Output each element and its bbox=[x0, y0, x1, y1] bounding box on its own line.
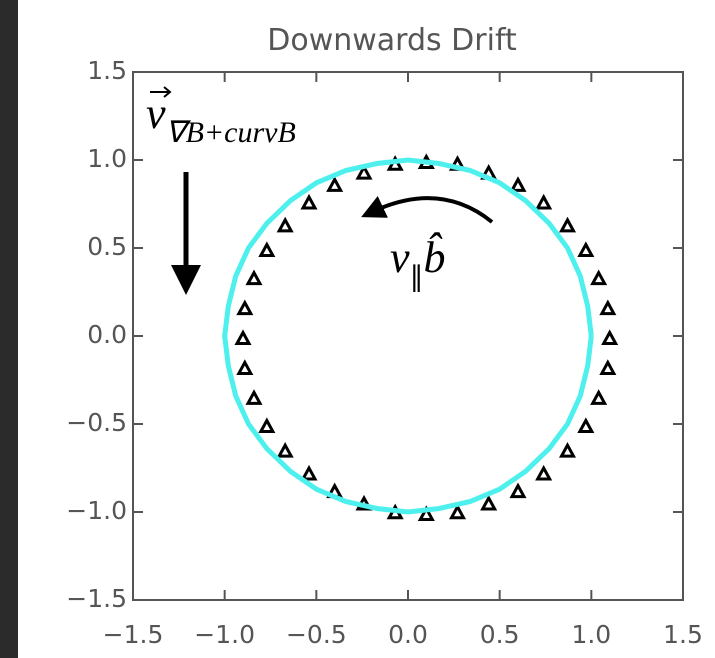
orbit-marker bbox=[535, 464, 553, 481]
parallel-unit: b̂ bbox=[424, 232, 446, 282]
orbit-marker bbox=[558, 216, 577, 233]
y-tick-label: −0.5 bbox=[66, 408, 127, 437]
drift-label: v∇B+curvB bbox=[146, 89, 296, 149]
orbit-marker bbox=[577, 241, 595, 258]
y-tick-label: 0.5 bbox=[87, 232, 127, 261]
parallel-subscript: ∥ bbox=[410, 262, 424, 293]
drift-symbol: v bbox=[146, 89, 166, 138]
chart-title: Downwards Drift bbox=[267, 23, 517, 58]
x-tick-label: 0.5 bbox=[480, 620, 520, 649]
vector-arrow bbox=[150, 86, 172, 98]
orbit-marker bbox=[558, 442, 577, 458]
orbit-marker bbox=[590, 389, 608, 405]
orbit-marker bbox=[245, 269, 263, 286]
x-tick-label: 1.0 bbox=[571, 620, 611, 649]
orbit-marker bbox=[509, 482, 527, 499]
parallel-symbol: v bbox=[390, 233, 410, 282]
orbit-marker bbox=[535, 193, 553, 210]
panel bbox=[18, 0, 715, 658]
orbit-marker bbox=[236, 359, 254, 375]
orbit-marker bbox=[590, 269, 608, 286]
orbit-marker bbox=[258, 241, 276, 258]
orbit-marker bbox=[417, 505, 435, 522]
orbit-marker bbox=[326, 176, 344, 192]
x-tick-label: −1.5 bbox=[103, 620, 164, 649]
orbit-marker bbox=[509, 176, 527, 192]
orbit-marker bbox=[355, 163, 373, 180]
orbit-marker bbox=[577, 417, 595, 434]
orbit-marker bbox=[300, 193, 318, 210]
orbit-marker bbox=[300, 464, 318, 481]
x-tick-label: 0.0 bbox=[388, 620, 428, 649]
orbit-marker bbox=[234, 329, 252, 346]
orbit-marker bbox=[480, 494, 498, 511]
y-tick-label: 0.0 bbox=[87, 320, 127, 349]
orbit-marker bbox=[276, 442, 294, 458]
parallel-label: v∥b̂ bbox=[390, 232, 446, 293]
x-tick-label: 1.5 bbox=[663, 620, 703, 649]
x-tick-label: −0.5 bbox=[286, 620, 347, 649]
y-tick-label: 1.5 bbox=[87, 56, 127, 85]
orbit-marker bbox=[258, 417, 276, 434]
orbit-marker bbox=[448, 503, 467, 520]
orbit-marker bbox=[276, 216, 294, 233]
reference-circle bbox=[222, 157, 594, 515]
orbit-marker bbox=[599, 359, 617, 375]
y-tick-label: −1.0 bbox=[66, 496, 127, 525]
orbit-marker bbox=[245, 389, 263, 405]
y-tick-label: 1.0 bbox=[87, 144, 127, 173]
parallel-arrow bbox=[361, 196, 494, 224]
orbit-marker bbox=[599, 299, 617, 316]
y-tick-label: −1.5 bbox=[66, 584, 127, 613]
drift-subscript: ∇B+curvB bbox=[166, 116, 296, 149]
orbit-marker bbox=[601, 329, 619, 346]
x-tick-label: −1.0 bbox=[194, 620, 255, 649]
orbit-marker bbox=[236, 299, 254, 316]
